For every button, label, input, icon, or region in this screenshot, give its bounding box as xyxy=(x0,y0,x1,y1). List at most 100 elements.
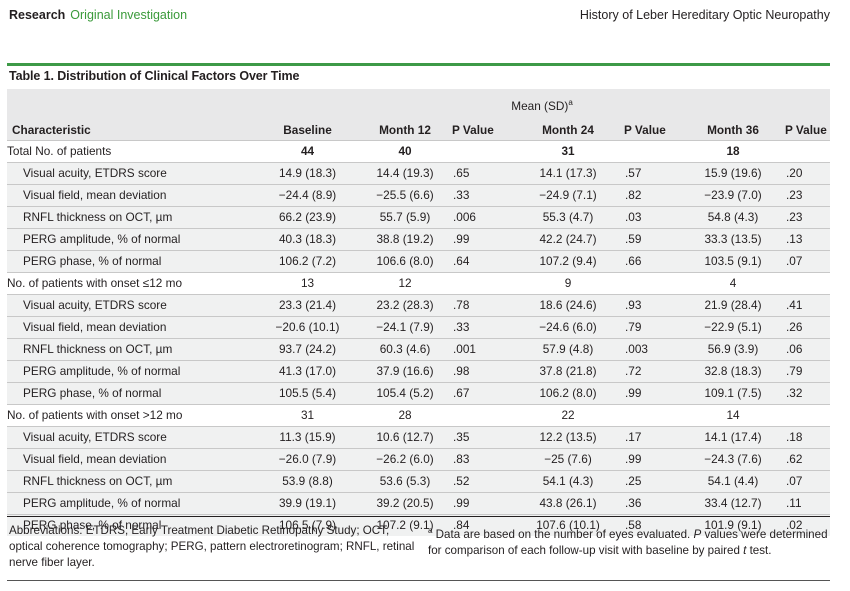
value-cell: 93.7 (24.2) xyxy=(254,337,361,361)
value-cell: 23.3 (21.4) xyxy=(254,293,361,317)
table-bottom-rule xyxy=(7,516,830,517)
row-label: PERG amplitude, % of normal xyxy=(7,491,254,515)
table-row: PERG amplitude, % of normal 40.3 (18.3) 38… xyxy=(7,227,831,251)
p-value-cell: .06 xyxy=(782,337,831,361)
value-cell: 31 xyxy=(515,139,621,163)
p-value-cell: .32 xyxy=(782,381,831,405)
p-value-cell xyxy=(449,271,515,295)
value-cell: 105.4 (5.2) xyxy=(361,381,449,405)
row-label: Visual field, mean deviation xyxy=(7,447,254,471)
footnote-text: values were determined for comparison of… xyxy=(428,527,828,557)
p-value-cell: .03 xyxy=(621,205,684,229)
p-value-cell: .65 xyxy=(449,161,515,185)
p-value-cell: .11 xyxy=(782,491,831,515)
table-row: Visual field, mean deviation −20.6 (10.1)… xyxy=(7,315,831,339)
column-header-row: Characteristic Baseline Month 12 P Value… xyxy=(7,119,831,141)
footnote-text: test. xyxy=(746,543,772,557)
group-row: No. of patients with onset >12 mo 31 28 22 1… xyxy=(7,403,831,427)
value-cell: 37.9 (16.6) xyxy=(361,359,449,383)
value-cell: 55.3 (4.7) xyxy=(515,205,621,229)
value-cell: −26.2 (6.0) xyxy=(361,447,449,471)
value-cell: 107.6 (10.1) xyxy=(515,513,621,536)
value-cell: 39.9 (19.1) xyxy=(254,491,361,515)
p-value-cell: .62 xyxy=(782,447,831,471)
p-value-cell xyxy=(449,403,515,427)
p-value-cell: .33 xyxy=(449,315,515,339)
table-row: Visual acuity, ETDRS score 11.3 (15.9) 10.… xyxy=(7,425,831,449)
p-value-cell: .93 xyxy=(621,293,684,317)
table-row: RNFL thickness on OCT, µm 93.7 (24.2) 60.3… xyxy=(7,337,831,361)
value-cell: 23.2 (28.3) xyxy=(361,293,449,317)
table-caption: Table 1. Distribution of Clinical Factor… xyxy=(9,69,300,83)
abbreviations-footnote: Abbreviations: ETDRS, Early Treatment Di… xyxy=(9,524,415,569)
value-cell: 41.3 (17.0) xyxy=(254,359,361,383)
value-cell: 54.1 (4.4) xyxy=(684,469,782,493)
table-row: Visual acuity, ETDRS score 14.9 (18.3) 14.… xyxy=(7,161,831,185)
row-label: PERG phase, % of normal xyxy=(7,249,254,273)
value-cell: −25 (7.6) xyxy=(515,447,621,471)
value-cell: −24.6 (6.0) xyxy=(515,315,621,339)
value-cell: 107.2 (9.4) xyxy=(515,249,621,273)
table-row: PERG phase, % of normal 106.5 (7.9) 107.2 … xyxy=(7,513,831,536)
spanner-note-marker: a xyxy=(568,98,573,107)
p-value-cell: .58 xyxy=(621,513,684,536)
p-value-cell: .41 xyxy=(782,293,831,317)
value-cell: 109.1 (7.5) xyxy=(684,381,782,405)
value-cell: 14.1 (17.3) xyxy=(515,161,621,185)
table-row: RNFL thickness on OCT, µm 53.9 (8.8) 53.6 … xyxy=(7,469,831,493)
value-cell: 106.6 (8.0) xyxy=(361,249,449,273)
p-value-cell: .99 xyxy=(621,447,684,471)
p-value-cell: .003 xyxy=(621,337,684,361)
page-end-rule xyxy=(7,580,830,581)
row-label: Visual field, mean deviation xyxy=(7,315,254,339)
p-value-cell: .79 xyxy=(621,315,684,339)
p-value-cell: .67 xyxy=(449,381,515,405)
col-header-characteristic: Characteristic xyxy=(7,119,254,141)
p-value-cell: .33 xyxy=(449,183,515,207)
col-header-p-value: P Value xyxy=(621,119,684,141)
p-value-cell: .001 xyxy=(449,337,515,361)
col-header-month-24: Month 24 xyxy=(515,119,621,141)
value-cell: 106.2 (8.0) xyxy=(515,381,621,405)
p-value-cell: .36 xyxy=(621,491,684,515)
row-label: RNFL thickness on OCT, µm xyxy=(7,469,254,493)
value-cell: 101.9 (9.1) xyxy=(684,513,782,536)
section-label: Research xyxy=(9,8,66,22)
row-label: No. of patients with onset >12 mo xyxy=(7,403,254,427)
row-label: PERG phase, % of normal xyxy=(7,513,254,536)
value-cell: 66.2 (23.9) xyxy=(254,205,361,229)
row-label: RNFL thickness on OCT, µm xyxy=(7,205,254,229)
table-row: Visual field, mean deviation −24.4 (8.9) −… xyxy=(7,183,831,207)
table-row: PERG amplitude, % of normal 39.9 (19.1) 39… xyxy=(7,491,831,515)
table-row: Visual field, mean deviation −26.0 (7.9) −… xyxy=(7,447,831,471)
row-label: Visual acuity, ETDRS score xyxy=(7,293,254,317)
value-cell: 40.3 (18.3) xyxy=(254,227,361,251)
running-title: History of Leber Hereditary Optic Neurop… xyxy=(579,8,830,22)
p-value-cell: .07 xyxy=(782,469,831,493)
p-value-cell: .57 xyxy=(621,161,684,185)
p-value-cell: .35 xyxy=(449,425,515,449)
value-cell: 53.6 (5.3) xyxy=(361,469,449,493)
p-value-cell: .18 xyxy=(782,425,831,449)
value-cell: 38.8 (19.2) xyxy=(361,227,449,251)
p-value-cell: .17 xyxy=(621,425,684,449)
value-cell: 57.9 (4.8) xyxy=(515,337,621,361)
p-value-cell: .98 xyxy=(449,359,515,383)
value-cell: 10.6 (12.7) xyxy=(361,425,449,449)
category-label: Original Investigation xyxy=(70,8,188,22)
value-cell: 56.9 (3.9) xyxy=(684,337,782,361)
table-row: Visual acuity, ETDRS score 23.3 (21.4) 23.… xyxy=(7,293,831,317)
value-cell: −25.5 (6.6) xyxy=(361,183,449,207)
row-label: Visual acuity, ETDRS score xyxy=(7,425,254,449)
value-cell: −23.9 (7.0) xyxy=(684,183,782,207)
p-value-cell: .99 xyxy=(449,227,515,251)
p-value-cell xyxy=(621,271,684,295)
value-cell: 12 xyxy=(361,271,449,295)
p-value-cell xyxy=(621,139,684,163)
col-header-p-value: P Value xyxy=(782,119,831,141)
value-cell: 31 xyxy=(254,403,361,427)
value-cell: 4 xyxy=(684,271,782,295)
value-cell: 14.1 (17.4) xyxy=(684,425,782,449)
spanner-row: Mean (SD)a xyxy=(7,89,831,120)
p-value-cell: .66 xyxy=(621,249,684,273)
